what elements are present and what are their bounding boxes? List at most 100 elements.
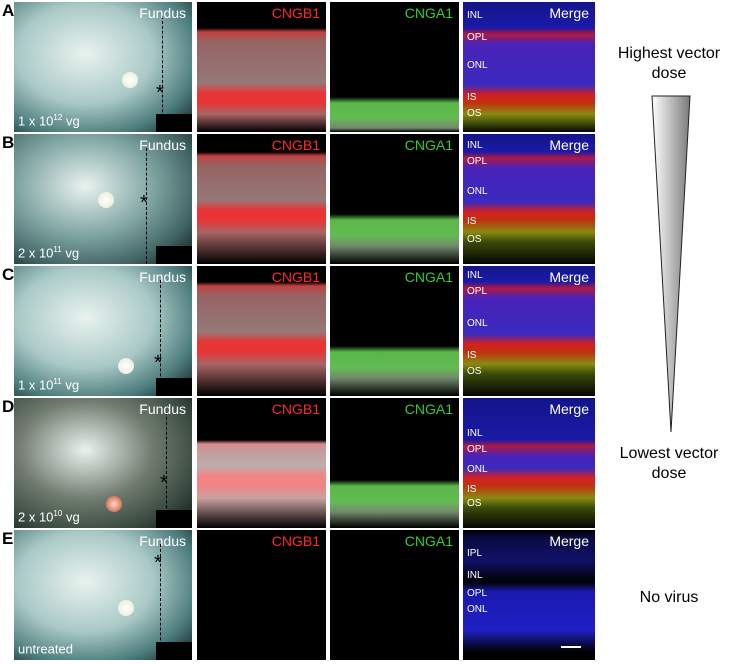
dose-label: 1 x 1012 vg	[18, 113, 80, 128]
scale-bar	[561, 646, 581, 648]
cngb1-panel: CNGB1	[197, 2, 326, 132]
layer-label: INL	[467, 10, 483, 21]
fundus-title: Fundus	[139, 401, 186, 417]
lowest-dose-label-line2: dose	[651, 465, 687, 482]
dose-exponent: 12	[53, 112, 63, 122]
black-corner	[156, 510, 192, 528]
merge-title: Merge	[549, 269, 589, 285]
optic-disc	[122, 72, 138, 88]
optic-disc	[118, 600, 134, 616]
dose-text: 2 x 10	[18, 509, 54, 524]
layer-label: INL	[467, 570, 483, 581]
cnga1-panel: CNGA1	[330, 530, 459, 660]
layer-label: ONL	[467, 464, 488, 475]
optic-disc	[98, 192, 114, 208]
dotted-line	[162, 16, 163, 132]
layer-label: INL	[467, 428, 483, 439]
cngb1-panel: CNGB1	[197, 266, 326, 396]
fundus-panel: * Fundus 1 x 1012 vg	[14, 2, 192, 132]
cnga1-title: CNGA1	[404, 533, 453, 549]
merge-title: Merge	[549, 401, 589, 417]
black-corner	[156, 642, 192, 660]
asterisk-marker: *	[140, 192, 148, 214]
dose-text: 2 x 10	[18, 245, 54, 260]
fundus-panel: * Fundus untreated	[14, 530, 192, 660]
layer-label: OS	[467, 234, 482, 245]
dotted-line	[146, 148, 147, 264]
fundus-panel: * Fundus 2 x 1010 vg	[14, 398, 192, 528]
wedge-shape	[651, 95, 691, 433]
layer-label: OPL	[467, 444, 488, 455]
layer-label: OPL	[467, 156, 488, 167]
layer-label: INL	[467, 140, 483, 151]
cngb1-title: CNGB1	[271, 269, 320, 285]
black-corner	[156, 246, 192, 264]
merge-panel: Merge IPL INL OPL ONL	[463, 530, 595, 660]
dose-unit: vg	[61, 245, 80, 260]
layer-label: OPL	[467, 286, 488, 297]
cnga1-panel: CNGA1	[330, 398, 459, 528]
dose-unit: vg	[62, 113, 80, 128]
layer-label: ONL	[467, 60, 488, 71]
cngb1-title: CNGB1	[271, 533, 320, 549]
merge-title: Merge	[549, 533, 589, 549]
cnga1-title: CNGA1	[404, 269, 453, 285]
dose-unit: vg	[61, 377, 80, 392]
fundus-panel: * Fundus 2 x 1011 vg	[14, 134, 192, 264]
layer-label: IS	[467, 92, 477, 103]
panel-letter: E	[2, 529, 14, 548]
cngb1-title: CNGB1	[271, 5, 320, 21]
layer-label: IS	[467, 484, 477, 495]
dose-exponent: 11	[53, 376, 62, 386]
cngb1-panel: CNGB1	[197, 398, 326, 528]
panel-letter: C	[2, 265, 15, 284]
panel-letter: B	[2, 133, 15, 152]
fundus-title: Fundus	[139, 269, 186, 285]
cnga1-panel: CNGA1	[330, 2, 459, 132]
fundus-title: Fundus	[139, 5, 186, 21]
dose-unit: vg	[62, 509, 80, 524]
cnga1-panel: CNGA1	[330, 266, 459, 396]
dose-label: 2 x 1010 vg	[18, 509, 80, 524]
fundus-panel: * Fundus 1 x 1011 vg	[14, 266, 192, 396]
merge-title: Merge	[549, 137, 589, 153]
merge-panel: Merge INL OPL ONL IS OS	[463, 134, 595, 264]
dose-text: 1 x 10	[18, 377, 54, 392]
asterisk-marker: *	[154, 352, 162, 374]
dotted-line	[166, 412, 167, 528]
layer-label: IS	[467, 350, 477, 361]
merge-panel: Merge INL OPL ONL IS OS	[463, 398, 595, 528]
fundus-title: Fundus	[139, 137, 186, 153]
optic-disc	[106, 496, 122, 512]
cngb1-panel: CNGB1	[197, 530, 326, 660]
layer-label: ONL	[467, 604, 488, 615]
dose-text: 1 x 10	[18, 113, 54, 128]
dotted-line	[160, 280, 161, 396]
no-virus-label: No virus	[639, 589, 699, 606]
panel-letter: A	[2, 1, 15, 20]
asterisk-marker: *	[154, 552, 162, 574]
black-corner	[156, 378, 192, 396]
layer-label: ONL	[467, 318, 488, 329]
layer-label: OS	[467, 498, 482, 509]
merge-panel: Merge INL OPL ONL IS OS	[463, 2, 595, 132]
highest-dose-label-line1: Highest vector	[617, 45, 721, 62]
dose-text: untreated	[18, 641, 73, 656]
lowest-dose-label-line1: Lowest vector	[619, 445, 719, 462]
layer-label: INL	[467, 270, 483, 281]
layer-label: IS	[467, 216, 477, 227]
asterisk-marker: *	[160, 472, 168, 494]
merge-title: Merge	[549, 5, 589, 21]
panel-letter: D	[2, 397, 15, 416]
dose-label: untreated	[18, 641, 73, 656]
dose-exponent: 11	[53, 244, 62, 254]
dose-exponent: 10	[53, 508, 63, 518]
layer-label: OPL	[467, 588, 488, 599]
dose-label: 2 x 1011 vg	[18, 245, 79, 260]
dose-label: 1 x 1011 vg	[18, 377, 79, 392]
cngb1-title: CNGB1	[271, 401, 320, 417]
optic-disc	[118, 358, 134, 374]
layer-label: OPL	[467, 32, 488, 43]
cnga1-panel: CNGA1	[330, 134, 459, 264]
black-corner	[156, 114, 192, 132]
